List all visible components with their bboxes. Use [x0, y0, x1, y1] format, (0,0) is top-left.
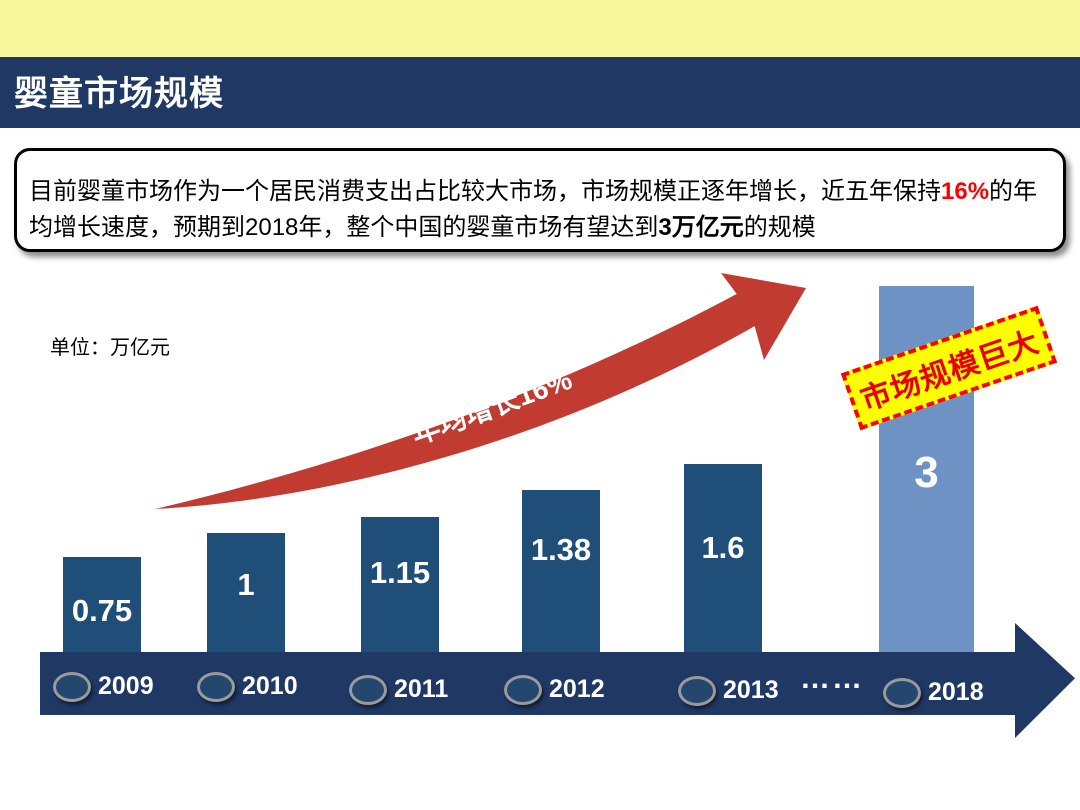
- axis-oval-icon-2013: [678, 676, 716, 706]
- bar-value-2018: 3: [914, 448, 939, 497]
- axis-oval-icon-2010: [197, 672, 235, 702]
- top-accent-bar: [0, 0, 1080, 57]
- bar-2011: 1.15: [361, 517, 439, 652]
- intro-amount-highlight: 3万亿元: [658, 214, 744, 241]
- bar-2010: 1: [207, 533, 285, 652]
- bar-2013: 1.6: [684, 464, 762, 652]
- intro-box: 目前婴童市场作为一个居民消费支出占比较大市场，市场规模正逐年增长，近五年保持16…: [14, 148, 1066, 252]
- axis-oval-icon-2011: [349, 675, 387, 705]
- bar-2009: 0.75: [63, 557, 141, 652]
- growth-arrow-label: 年均增长16%: [407, 363, 576, 451]
- intro-text-part1: 目前婴童市场作为一个居民消费支出占比较大市场，市场规模正逐年增长，近五年保持: [29, 178, 941, 205]
- axis-year-label-2013: 2013: [723, 676, 779, 704]
- unit-label: 单位：万亿元: [50, 337, 170, 359]
- intro-text-part3: 的规模: [743, 214, 816, 241]
- axis-oval-icon-2009: [53, 672, 91, 702]
- axis-year-label-2011: 2011: [394, 675, 449, 703]
- intro-text-part2: 的年均增长速度，预期到2018年，整个中国的婴童市场有望达到: [29, 178, 1038, 241]
- axis-oval-icon-2018: [883, 678, 921, 708]
- x-axis-arrow-head-icon: [1015, 623, 1075, 738]
- header-bar: 婴童市场规模: [0, 57, 1080, 128]
- x-axis-gap-ellipsis: ……: [800, 662, 864, 695]
- axis-oval-icon-2012: [504, 675, 542, 705]
- axis-year-label-2009: 2009: [98, 672, 154, 700]
- growth-arrow-swoosh: [155, 290, 760, 509]
- axis-year-label-2012: 2012: [549, 675, 605, 703]
- bar-2012: 1.38: [522, 490, 600, 652]
- bar-value-2010: 1: [237, 567, 255, 602]
- axis-year-label-2010: 2010: [242, 672, 298, 700]
- axis-year-label-2018: 2018: [928, 678, 984, 706]
- bar-value-2013: 1.6: [701, 530, 745, 565]
- growth-arrow-head: [721, 273, 806, 360]
- bar-value-2012: 1.38: [530, 532, 592, 567]
- intro-pct-highlight: 16%: [941, 178, 990, 205]
- bar-value-2011: 1.15: [369, 555, 431, 590]
- intro-text: 目前婴童市场作为一个居民消费支出占比较大市场，市场规模正逐年增长，近五年保持16…: [17, 151, 1063, 246]
- bar-value-2009: 0.75: [71, 593, 133, 628]
- page-title: 婴童市场规模: [14, 75, 224, 113]
